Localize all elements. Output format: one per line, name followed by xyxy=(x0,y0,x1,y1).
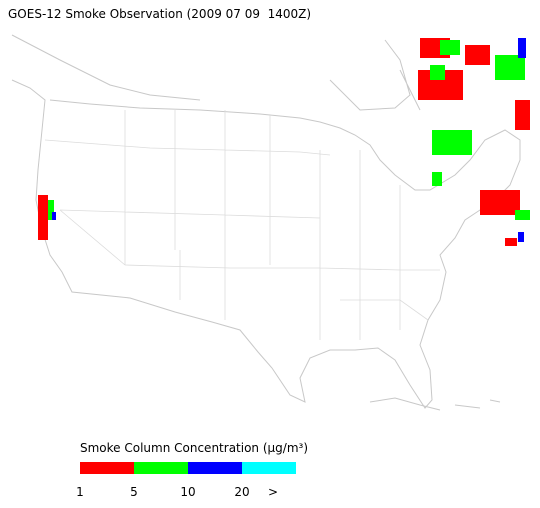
smoke-patches xyxy=(38,38,530,246)
colorbar-bin xyxy=(80,462,134,474)
colorbar-tick-label: > xyxy=(268,485,278,499)
smoke-patch xyxy=(465,45,490,65)
caribbean xyxy=(369,397,501,411)
colorbar-tick-label: 1 xyxy=(76,485,84,499)
colorbar-bin xyxy=(134,462,188,474)
colorbar-tick-label: 10 xyxy=(180,485,195,499)
smoke-patch xyxy=(432,172,442,186)
us-outline xyxy=(11,79,521,409)
smoke-patch xyxy=(480,190,520,215)
map-title: GOES-12 Smoke Observation (2009 07 09 14… xyxy=(8,7,311,21)
smoke-patch xyxy=(430,65,445,80)
legend-title: Smoke Column Concentration (µg/m³) xyxy=(80,441,308,455)
smoke-patch xyxy=(518,38,526,58)
basemap xyxy=(11,34,521,411)
colorbar: 1 5 10 20 > xyxy=(76,462,296,499)
colorbar-bin xyxy=(242,462,296,474)
canada-coast xyxy=(11,34,421,111)
smoke-patch xyxy=(515,100,530,130)
smoke-patch xyxy=(52,212,56,220)
state-lines xyxy=(44,110,440,340)
smoke-patch xyxy=(38,195,48,240)
colorbar-tick-label: 5 xyxy=(130,485,138,499)
smoke-patch xyxy=(495,55,525,80)
smoke-patch xyxy=(48,200,54,220)
smoke-patch xyxy=(440,40,460,55)
smoke-patch xyxy=(432,130,472,155)
smoke-patch xyxy=(518,232,524,242)
colorbar-tick-label: 20 xyxy=(234,485,249,499)
smoke-patch xyxy=(515,210,530,220)
colorbar-bin xyxy=(188,462,242,474)
smoke-patch xyxy=(505,238,517,246)
